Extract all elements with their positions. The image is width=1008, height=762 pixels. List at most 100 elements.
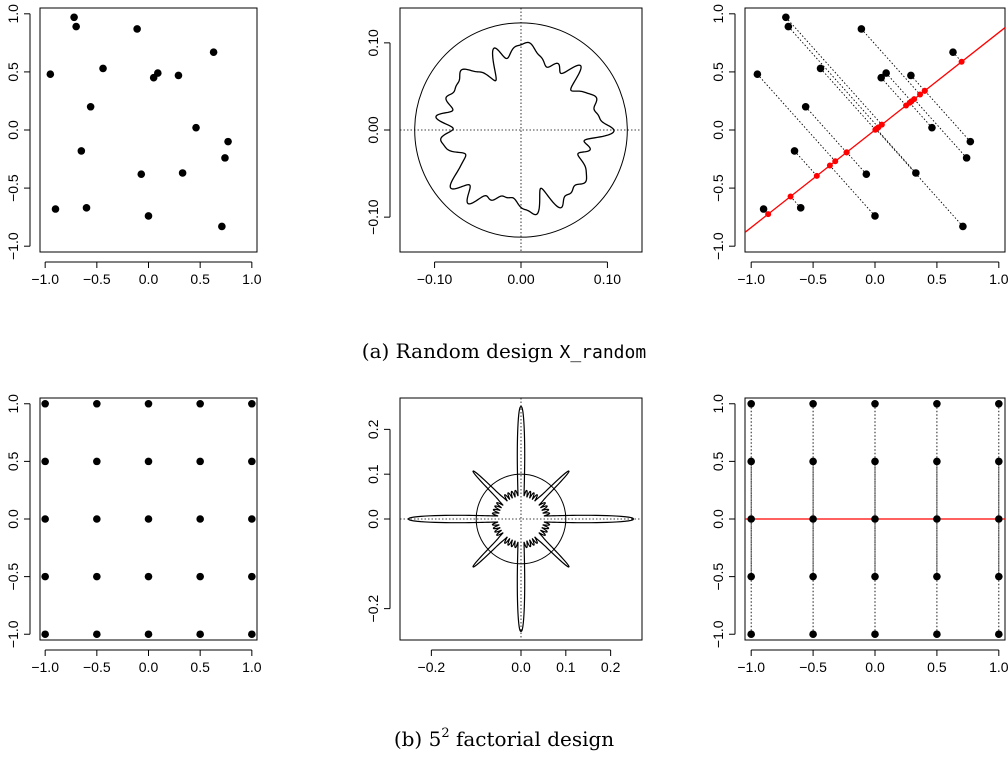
data-point xyxy=(871,572,879,581)
data-point xyxy=(801,102,810,111)
data-point xyxy=(784,22,793,31)
y-tick-label: 0.00 xyxy=(365,116,381,143)
projected-point xyxy=(765,211,772,218)
data-point xyxy=(70,13,78,22)
projected-point xyxy=(843,149,850,156)
data-point xyxy=(72,22,80,31)
x-tick-label: −0.5 xyxy=(83,659,111,675)
projection-segment xyxy=(861,28,921,95)
data-point xyxy=(759,205,768,213)
data-point xyxy=(224,137,232,146)
y-tick-label: 0.10 xyxy=(365,29,381,56)
data-point xyxy=(196,515,204,523)
caption-b-suffix: factorial design xyxy=(450,727,615,751)
data-point xyxy=(962,154,971,162)
data-point xyxy=(862,170,871,178)
projected-point xyxy=(917,91,924,98)
y-tick-label: −1.0 xyxy=(5,620,21,648)
data-point xyxy=(857,25,866,33)
data-point xyxy=(933,515,941,523)
projection-segment xyxy=(820,68,876,131)
projection-segment xyxy=(790,196,802,209)
data-point xyxy=(933,572,941,581)
plot-frame xyxy=(39,397,258,641)
projection-segment xyxy=(885,72,912,102)
data-point xyxy=(144,515,153,523)
data-point xyxy=(221,154,229,162)
data-point xyxy=(248,457,256,466)
data-point xyxy=(144,630,153,639)
x-tick-label: −1.0 xyxy=(737,271,765,287)
data-point xyxy=(41,457,49,466)
x-tick-label: −1.0 xyxy=(31,659,59,675)
data-point xyxy=(93,572,101,581)
projected-point xyxy=(906,99,913,106)
data-point xyxy=(174,71,183,80)
panel-a3: −1.0 −0.5 0.0 0.5 1.0 −1.0 −0.5 0.0 0.5 1.0 xyxy=(710,4,1008,287)
data-point xyxy=(959,222,967,231)
data-point xyxy=(747,630,755,639)
y-tick-label: 0.5 xyxy=(5,62,21,82)
data-point xyxy=(809,630,817,639)
data-point xyxy=(41,399,49,408)
y-tick-label: −0.5 xyxy=(5,563,21,591)
caption-a-code: X_random xyxy=(560,342,647,363)
data-point xyxy=(871,212,879,220)
panel-a2: −0.10 0.00 0.10 −0.10 0.00 0.10 xyxy=(365,7,643,287)
data-point xyxy=(753,70,762,79)
panel-b3: −1.0 −0.5 0.0 0.5 1.0 −1.0 −0.5 0.0 0.5 1.0 xyxy=(710,394,1008,675)
data-point xyxy=(144,399,153,408)
caption-a: (a) Random design X_random xyxy=(362,339,646,363)
y-tick-label: 0.0 xyxy=(710,120,726,140)
x-tick-label: 0.10 xyxy=(594,271,621,287)
data-point xyxy=(248,630,256,639)
data-point xyxy=(209,48,218,56)
projection-segment xyxy=(829,165,876,217)
data-point xyxy=(41,630,49,639)
data-point xyxy=(949,48,957,56)
data-point xyxy=(196,572,204,581)
y-tick-label: 0.0 xyxy=(710,509,726,529)
projection-segment xyxy=(876,128,917,174)
data-point xyxy=(41,515,49,523)
y-tick-label: −1.0 xyxy=(5,232,21,260)
data-point xyxy=(816,64,825,73)
panel-b2: −0.2 0.0 0.1 0.2 −0.2 0.0 0.1 0.2 xyxy=(365,397,643,675)
x-tick-label: −0.10 xyxy=(417,271,453,287)
data-point xyxy=(82,204,91,212)
data-point xyxy=(882,69,890,77)
y-tick-label: 0.2 xyxy=(365,419,381,439)
y-tick-label: −0.10 xyxy=(365,199,381,235)
data-point xyxy=(933,457,941,466)
projection-segment xyxy=(805,106,847,153)
data-point xyxy=(871,515,879,523)
data-point xyxy=(928,123,936,132)
data-point xyxy=(133,25,141,33)
x-tick-label: 0.0 xyxy=(511,659,531,675)
caption-b-prefix: (b) xyxy=(394,727,429,751)
projected-point xyxy=(832,158,839,165)
y-tick-label: −0.2 xyxy=(365,595,381,623)
y-tick-label: 0.0 xyxy=(5,509,21,529)
x-tick-label: −0.5 xyxy=(799,271,827,287)
data-point xyxy=(871,457,879,466)
y-tick-label: 0.1 xyxy=(365,464,381,484)
x-tick-label: 0.5 xyxy=(927,271,947,287)
y-tick-label: 0.0 xyxy=(5,120,21,140)
projection-segment xyxy=(785,16,883,125)
y-tick-label: −1.0 xyxy=(710,232,726,260)
y-tick-label: −0.5 xyxy=(5,174,21,202)
y-tick-label: 1.0 xyxy=(5,4,21,24)
data-point xyxy=(93,515,101,523)
data-point xyxy=(144,212,153,220)
x-tick-label: 0.0 xyxy=(139,659,159,675)
projection-segment xyxy=(794,150,818,177)
x-tick-label: 0.0 xyxy=(139,271,159,287)
x-tick-label: 0.5 xyxy=(927,659,947,675)
data-point xyxy=(248,515,256,523)
y-tick-label: 1.0 xyxy=(5,394,21,414)
data-point xyxy=(178,169,187,177)
data-point xyxy=(196,457,204,466)
data-point xyxy=(747,399,755,408)
data-point xyxy=(51,205,60,213)
